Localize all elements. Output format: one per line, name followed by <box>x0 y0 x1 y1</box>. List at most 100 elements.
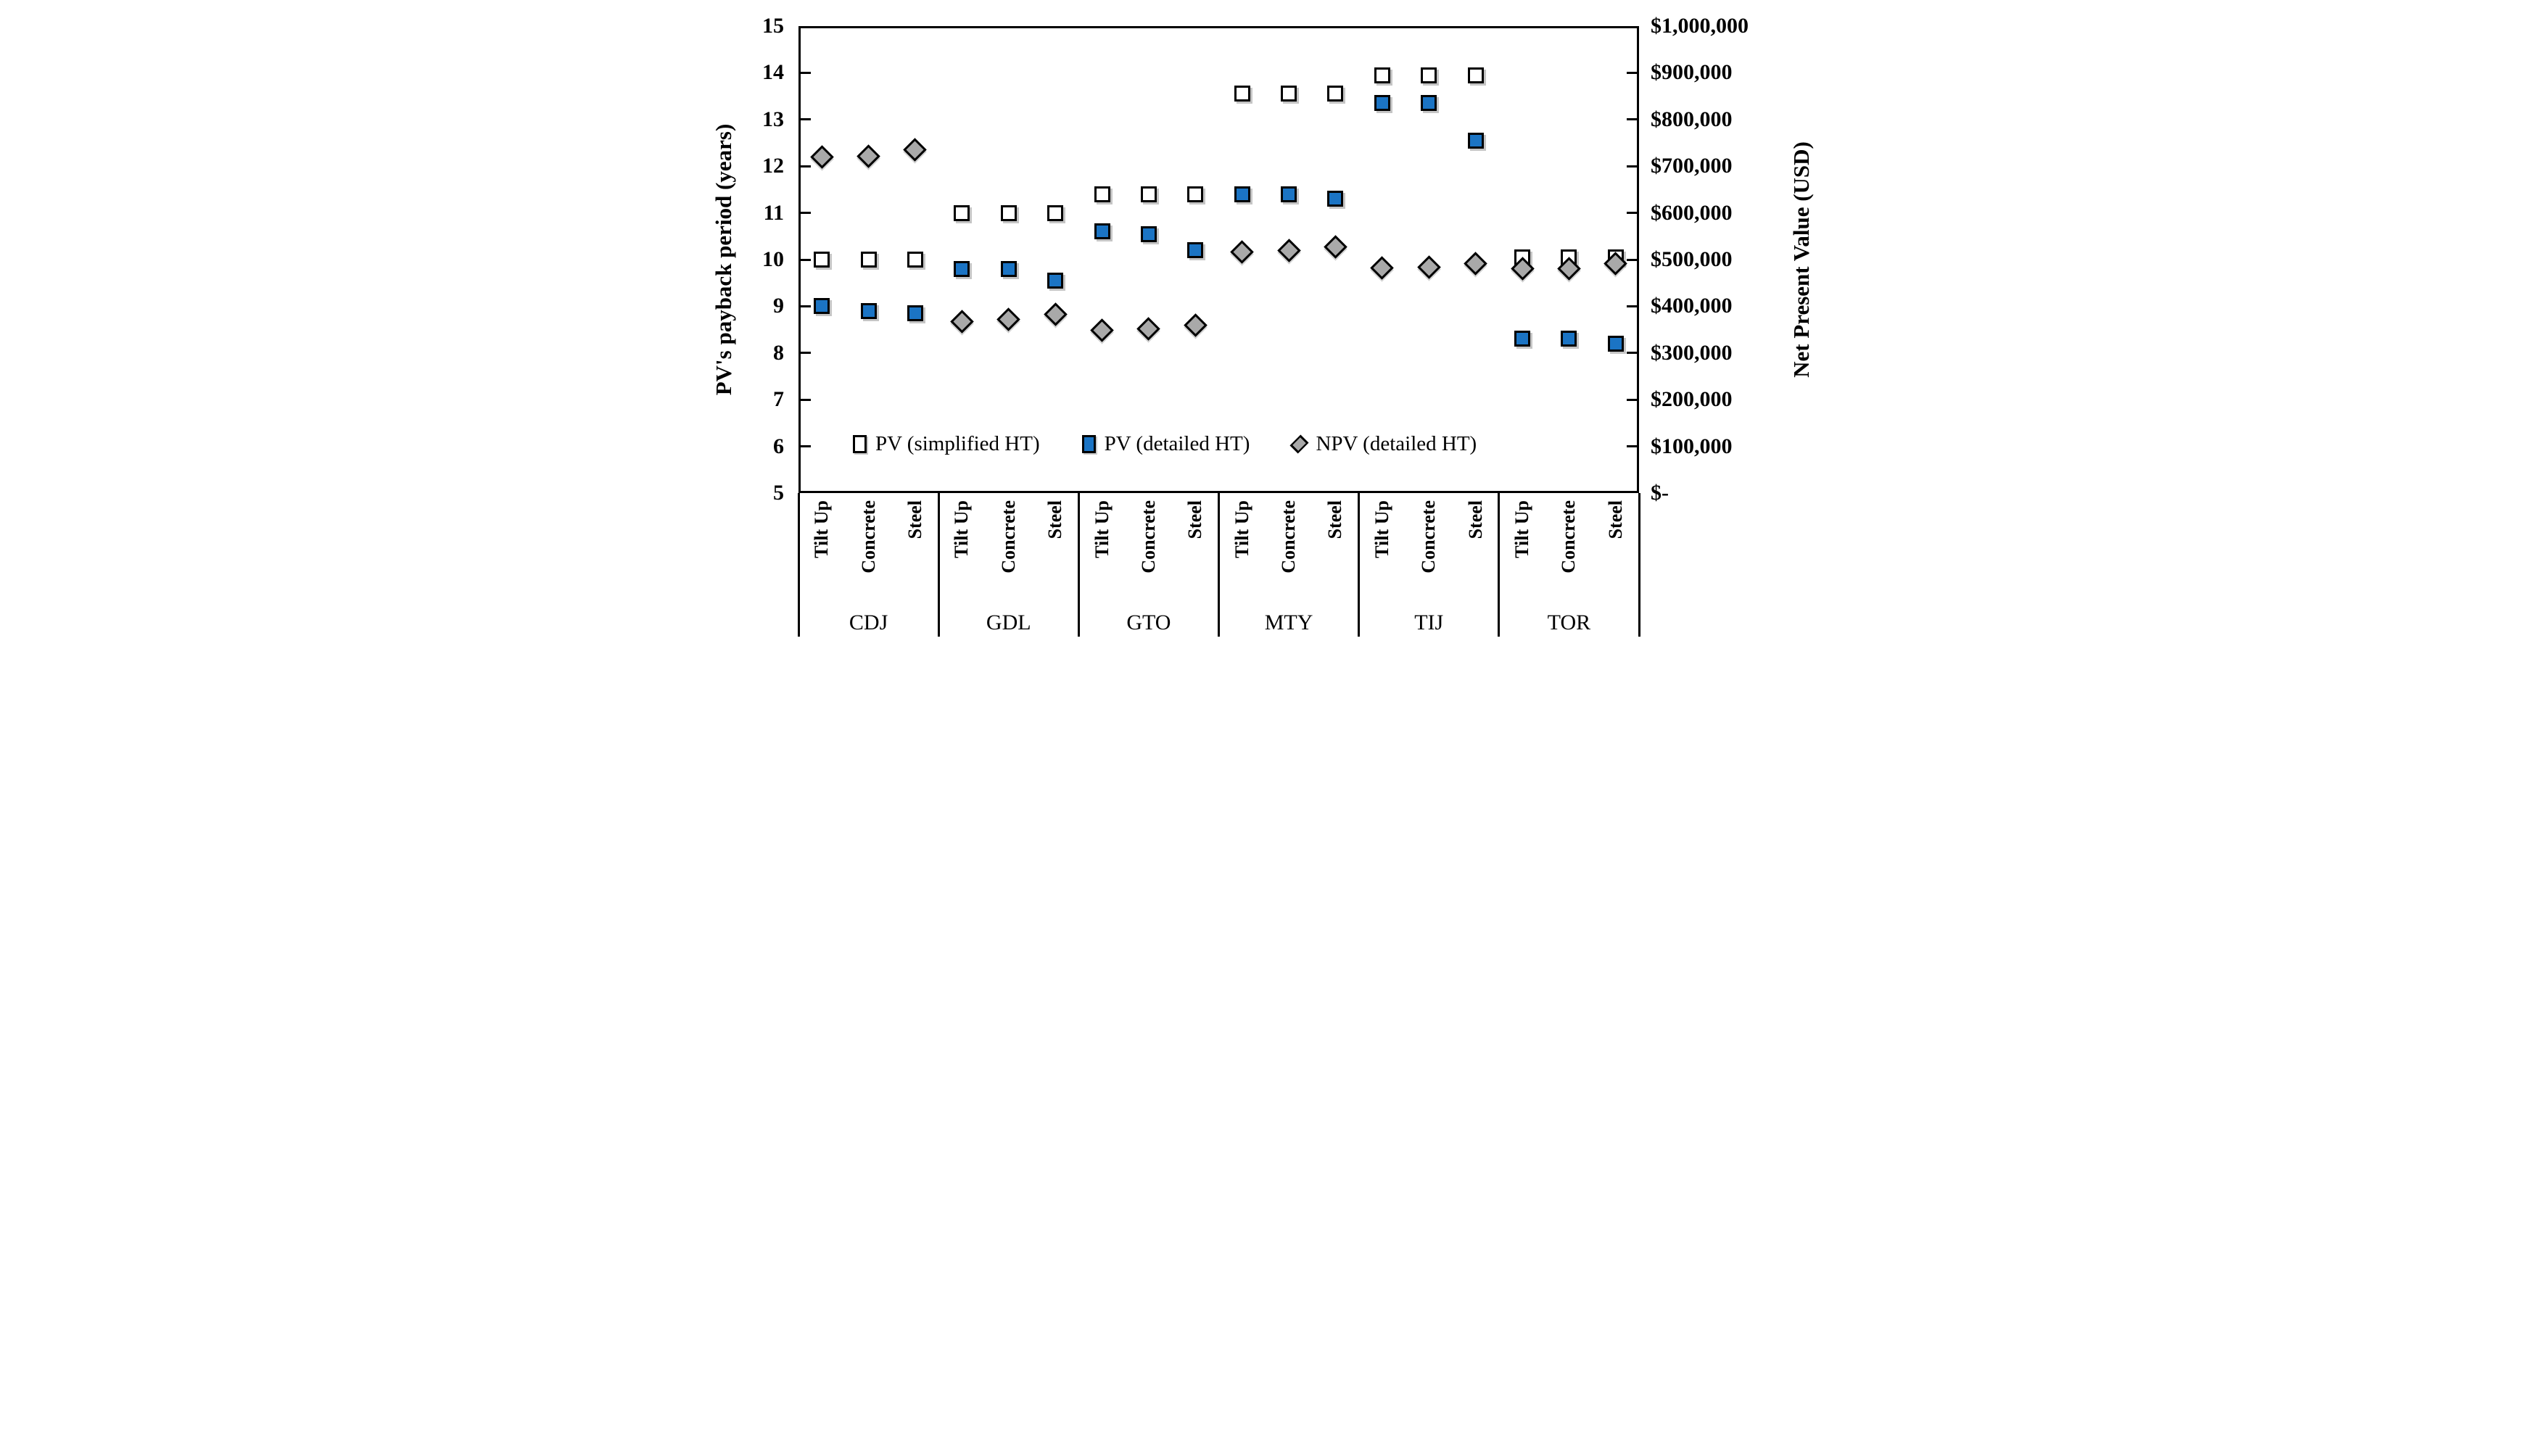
right-axis-tick <box>1627 305 1637 307</box>
subcategory-label: Concrete <box>1558 500 1580 574</box>
category-separator <box>797 493 800 637</box>
legend-label: NPV (detailed HT) <box>1316 432 1477 455</box>
data-point-pv-simplified <box>954 204 970 221</box>
data-point-pv-detailed <box>954 260 970 277</box>
left-axis-tick <box>801 165 811 167</box>
category-separator <box>1498 493 1501 637</box>
category-separator <box>1077 493 1080 637</box>
data-point-pv-simplified <box>1374 67 1390 83</box>
right-axis-tick-label: $- <box>1651 481 1669 505</box>
legend: PV (simplified HT) PV (detailed HT) NPV … <box>853 432 1477 456</box>
data-point-pv-simplified <box>1094 186 1110 202</box>
data-point-pv-detailed <box>814 298 830 315</box>
right-axis-tick-label: $600,000 <box>1651 200 1733 225</box>
subcategory-label: Tilt Up <box>1091 500 1113 558</box>
subcategory-label: Steel <box>904 500 925 539</box>
gray-diamond-icon <box>1289 434 1309 454</box>
data-point-pv-detailed <box>1374 95 1390 112</box>
category-separator <box>937 493 940 637</box>
left-axis-tick <box>801 398 811 401</box>
blue-square-icon <box>1081 435 1096 453</box>
right-axis-tick <box>1627 71 1637 74</box>
category-separator <box>1358 493 1361 637</box>
subcategory-label: Steel <box>1324 500 1346 539</box>
left-axis-tick-label: 14 <box>762 60 784 85</box>
right-axis-tick-label: $700,000 <box>1651 154 1733 178</box>
right-axis-tick <box>1627 212 1637 215</box>
right-axis-tick-label: $400,000 <box>1651 294 1733 318</box>
group-label: CDJ <box>849 611 888 634</box>
right-axis-tick <box>1627 398 1637 401</box>
data-point-pv-detailed <box>1140 226 1157 242</box>
right-axis-tick-label: $500,000 <box>1651 247 1733 271</box>
group-label: GDL <box>986 611 1031 634</box>
data-point-pv-simplified <box>1327 86 1344 102</box>
left-axis-tick-label: 11 <box>763 200 784 225</box>
right-axis-tick-label: $200,000 <box>1651 387 1733 412</box>
left-axis-tick <box>801 445 811 448</box>
data-point-pv-detailed <box>1467 132 1484 149</box>
left-axis-tick <box>801 258 811 261</box>
data-point-pv-detailed <box>1047 272 1064 289</box>
data-point-pv-simplified <box>1281 86 1297 102</box>
subcategory-label: Steel <box>1604 500 1626 539</box>
left-axis-tick <box>801 71 811 74</box>
data-point-pv-simplified <box>1187 186 1204 202</box>
right-axis-tick-label: $100,000 <box>1651 434 1733 458</box>
data-point-pv-simplified <box>907 252 923 268</box>
subcategory-label: Steel <box>1184 500 1206 539</box>
data-point-pv-simplified <box>860 252 877 268</box>
group-label: MTY <box>1264 611 1313 634</box>
right-axis-tick <box>1627 165 1637 167</box>
left-axis-tick-label: 8 <box>773 340 784 365</box>
scatter-chart: PV's payback period (years) Net Present … <box>695 0 1831 655</box>
right-axis-tick-label: $1,000,000 <box>1651 14 1749 38</box>
left-axis-tick-label: 9 <box>773 294 784 318</box>
left-axis-tick <box>801 118 811 121</box>
left-axis-tick-label: 7 <box>773 387 784 412</box>
left-axis-tick-label: 5 <box>773 481 784 505</box>
legend-item-pv-detailed: PV (detailed HT) <box>1081 432 1250 456</box>
left-axis-tick-label: 6 <box>773 434 784 458</box>
data-point-pv-detailed <box>1607 335 1624 352</box>
group-label: GTO <box>1126 611 1171 634</box>
right-axis-tick-label: $300,000 <box>1651 340 1733 365</box>
group-label: TIJ <box>1414 611 1444 634</box>
data-point-pv-detailed <box>860 302 877 319</box>
data-point-pv-detailed <box>1281 186 1297 202</box>
plot-area <box>798 26 1639 493</box>
data-point-pv-simplified <box>1234 86 1250 102</box>
legend-label: PV (detailed HT) <box>1104 432 1250 455</box>
data-point-pv-simplified <box>1000 204 1017 221</box>
data-point-pv-simplified <box>1047 204 1064 221</box>
subcategory-label: Concrete <box>1418 500 1440 574</box>
data-point-pv-detailed <box>907 305 923 322</box>
subcategory-label: Concrete <box>1137 500 1159 574</box>
data-point-pv-simplified <box>814 252 830 268</box>
subcategory-label: Tilt Up <box>811 500 833 558</box>
legend-label: PV (simplified HT) <box>875 432 1040 455</box>
subcategory-label: Steel <box>1044 500 1066 539</box>
right-axis-tick-label: $900,000 <box>1651 60 1733 85</box>
data-point-pv-simplified <box>1421 67 1437 83</box>
data-point-pv-simplified <box>1467 67 1484 83</box>
data-point-pv-detailed <box>1514 331 1531 347</box>
subcategory-label: Concrete <box>857 500 879 574</box>
subcategory-label: Concrete <box>1278 500 1300 574</box>
right-axis-tick <box>1627 445 1637 448</box>
data-point-pv-simplified <box>1140 186 1157 202</box>
left-axis-tick <box>801 305 811 307</box>
right-axis-tick <box>1627 352 1637 355</box>
white-square-icon <box>853 435 867 453</box>
subcategory-label: Concrete <box>997 500 1019 574</box>
subcategory-label: Tilt Up <box>1511 500 1533 558</box>
data-point-pv-detailed <box>1234 186 1250 202</box>
left-axis-tick-label: 10 <box>762 247 784 271</box>
subcategory-label: Tilt Up <box>951 500 973 558</box>
left-axis-tick-label: 15 <box>762 14 784 38</box>
right-axis-tick <box>1627 258 1637 261</box>
subcategory-label: Steel <box>1464 500 1486 539</box>
subcategory-label: Tilt Up <box>1371 500 1392 558</box>
subcategory-label: Tilt Up <box>1231 500 1252 558</box>
left-axis-tick-label: 12 <box>762 154 784 178</box>
